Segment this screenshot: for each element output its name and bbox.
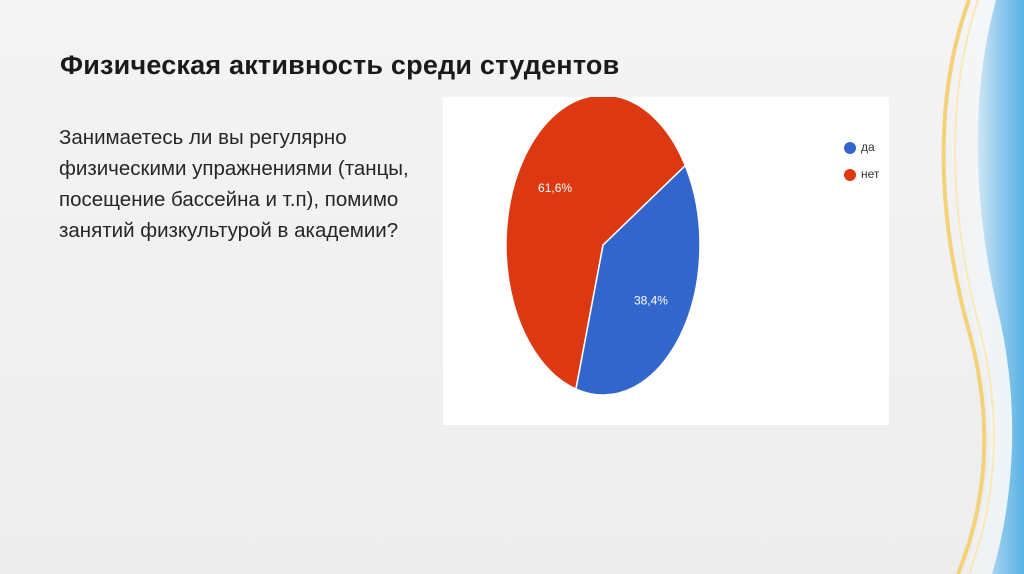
pie-slice-no — [505, 97, 687, 391]
survey-question: Занимаетесь ли вы регулярно физическими … — [59, 126, 409, 242]
legend-marker-yes — [844, 142, 856, 154]
slide-title: Физическая активность среди студентов — [60, 50, 620, 80]
legend-label-yes: да — [861, 140, 875, 154]
pie-slice-yes — [575, 164, 701, 396]
slice-label-no: 61,6% — [538, 181, 572, 195]
legend-label-no: нет — [861, 167, 880, 181]
slice-label-yes: 38,4% — [634, 293, 668, 307]
chart-legend: да нет — [844, 140, 880, 181]
legend-marker-no — [844, 169, 856, 181]
pie-chart: 38,4% 61,6% да нет — [505, 97, 880, 396]
decorative-wave — [941, 0, 1024, 574]
pie-slices — [505, 97, 701, 396]
pie-slice-labels: 38,4% 61,6% — [538, 181, 668, 307]
pie-chart-panel: 38,4% 61,6% да нет — [443, 97, 889, 425]
